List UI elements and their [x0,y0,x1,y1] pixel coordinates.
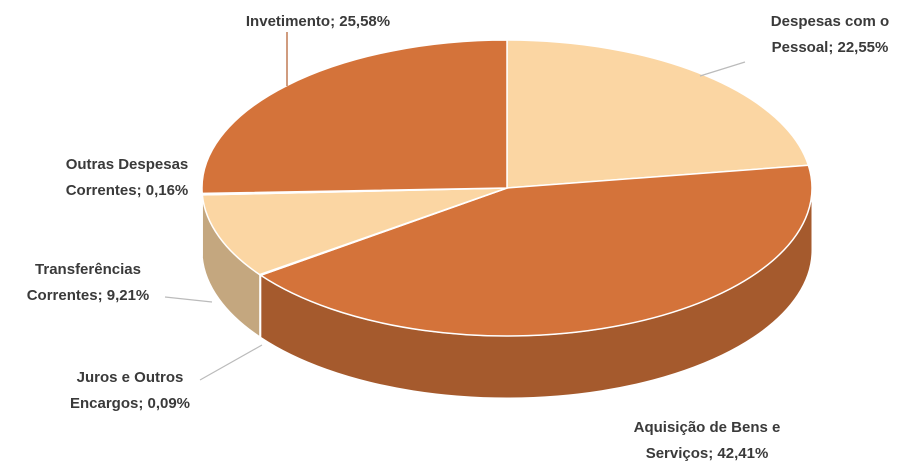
data-label: Juros e Outros [77,369,184,386]
leader-line [164,296,213,303]
data-label: Outras Despesas [66,156,189,173]
data-label: Encargos; 0,09% [70,395,190,412]
leader-line [199,344,263,381]
slice [259,164,813,337]
data-label: Correntes; 9,21% [27,287,150,304]
leader-line [699,61,746,77]
data-label: Pessoal; 22,55% [772,39,889,56]
data-label: Correntes; 0,16% [66,182,189,199]
data-label: Aquisição de Bens e [634,419,781,436]
data-label: Serviços; 42,41% [646,445,769,462]
data-label: Invetimento; 25,58% [246,13,390,30]
data-label: Transferências [35,261,141,278]
slice [201,39,508,195]
data-label: Despesas com o [771,13,889,30]
slice [201,187,508,276]
slice [506,39,810,189]
